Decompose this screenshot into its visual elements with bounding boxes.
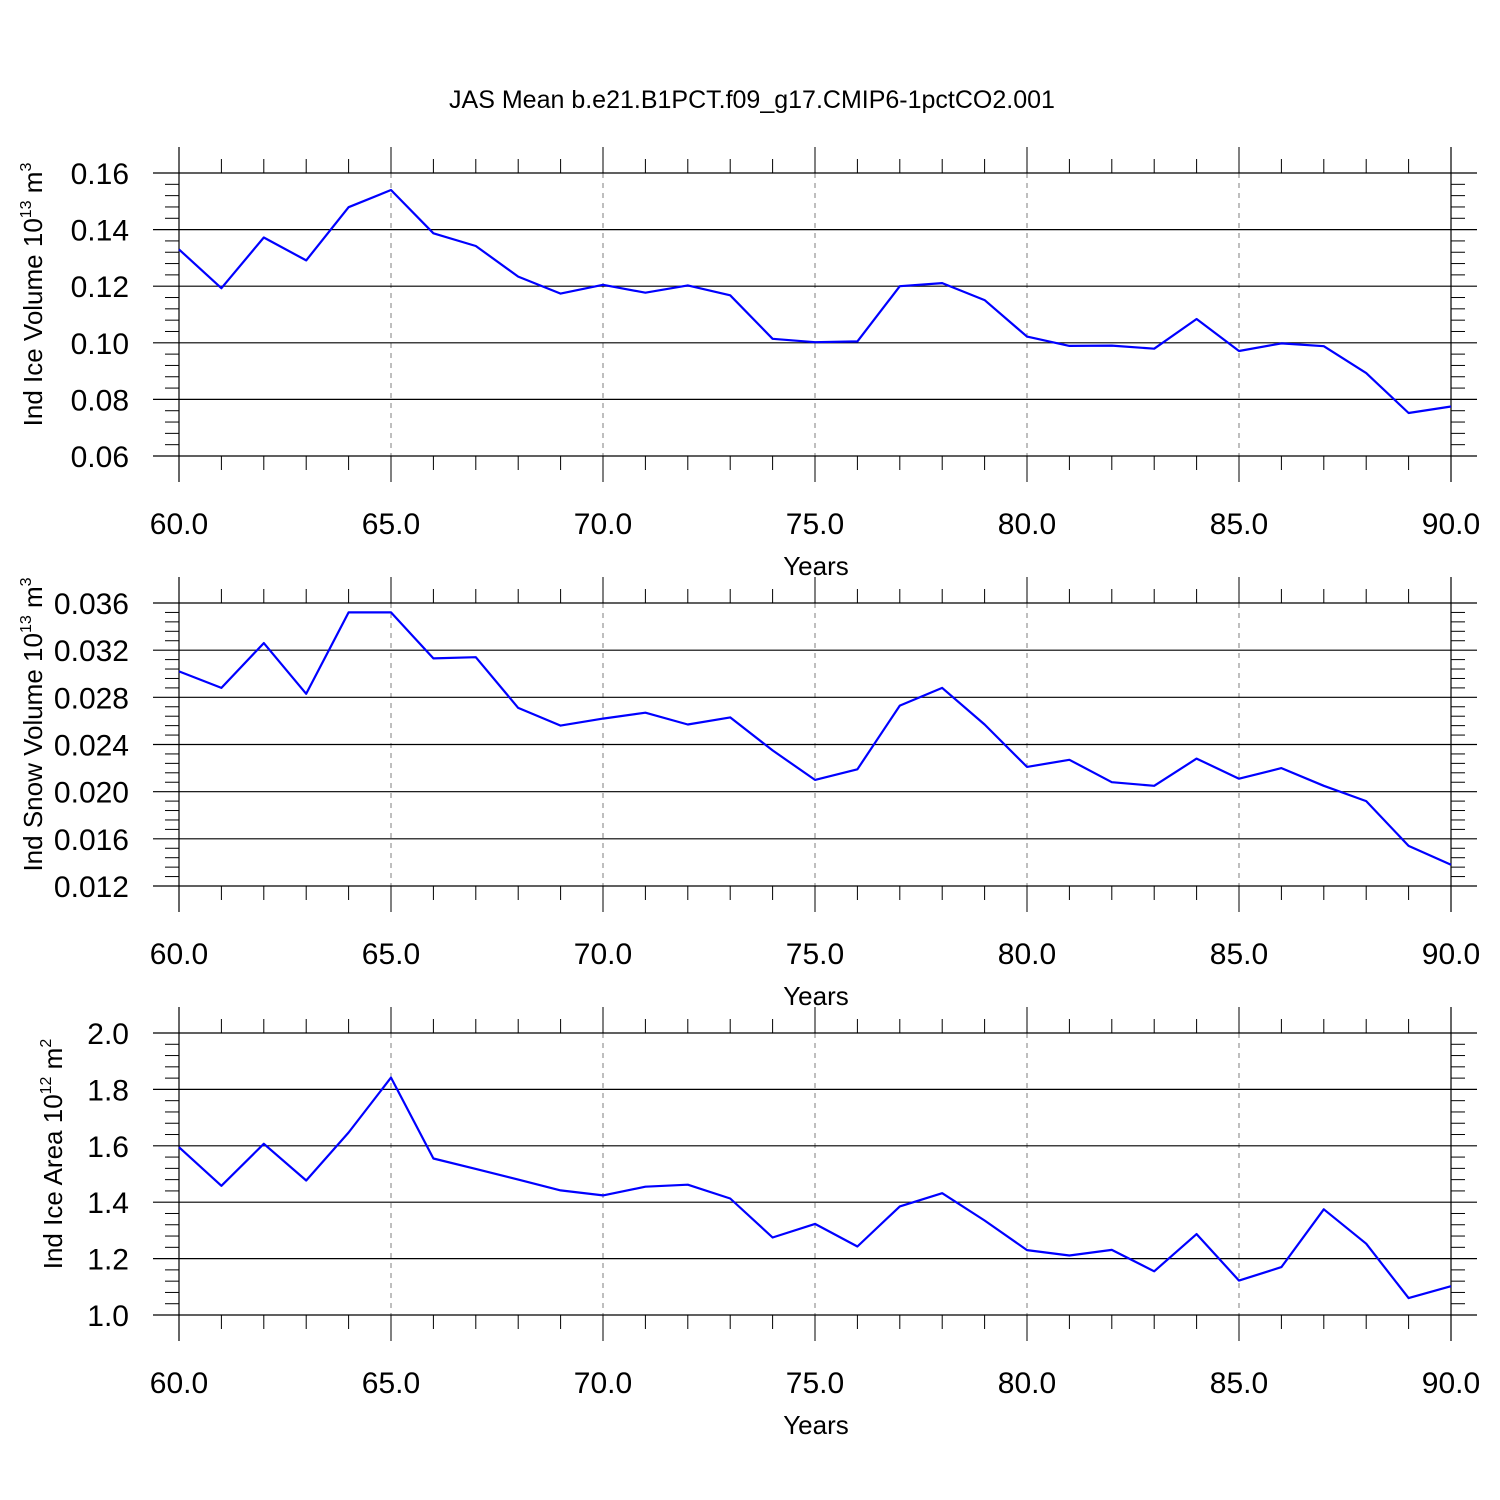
x-tick-label: 90.0: [1422, 938, 1480, 971]
x-tick-label: 85.0: [1210, 508, 1268, 541]
x-tick-label: 60.0: [150, 938, 208, 971]
x-tick-label: 90.0: [1422, 1367, 1480, 1400]
y-tick-label: 0.028: [54, 682, 129, 715]
y-tick-label: 0.16: [71, 158, 129, 191]
y-tick-label: 0.012: [54, 871, 129, 904]
x-tick-label: 80.0: [998, 508, 1056, 541]
y-axis-label: Ind Snow Volume 1013 m3: [18, 577, 48, 871]
y-tick-label: 1.6: [87, 1131, 129, 1164]
y-tick-label: 0.08: [71, 384, 129, 417]
x-tick-label: 80.0: [998, 938, 1056, 971]
x-tick-label: 90.0: [1422, 508, 1480, 541]
y-tick-label: 0.032: [54, 635, 129, 668]
x-tick-label: 70.0: [574, 938, 632, 971]
x-axis-label: Years: [783, 551, 849, 581]
y-axis-label: Ind Ice Area 1012 m2: [38, 1039, 68, 1270]
chart-panel-2: 0.012 0.016 0.020 0.024 0.028 0.032 0.036 60.0 6…: [18, 577, 1480, 1011]
y-axis-label: Ind Ice Volume 1013 m3: [18, 163, 48, 427]
x-tick-label: 60.0: [150, 1367, 208, 1400]
y-tick-label: 0.020: [54, 777, 129, 810]
x-tick-label: 80.0: [998, 1367, 1056, 1400]
y-tick-label: 1.0: [87, 1300, 129, 1333]
figure-title: JAS Mean b.e21.B1PCT.f09_g17.CMIP6-1pctC…: [449, 86, 1055, 114]
y-axis-label-superscript: 3: [18, 577, 35, 586]
y-axis-label-superscript: 3: [18, 163, 35, 172]
y-tick-label: 2.0: [87, 1018, 129, 1051]
y-tick-label: 0.14: [71, 215, 129, 248]
x-tick-label: 75.0: [786, 508, 844, 541]
y-axis-label-superscript: 13: [18, 615, 35, 633]
y-tick-label: 1.4: [87, 1187, 129, 1220]
y-axis-label-part: m: [18, 172, 48, 201]
chart-panel-3: 1.0 1.2 1.4 1.6 1.8 2.0 60.0 65.0 70.0 75.0 80.0 85…: [38, 1007, 1480, 1440]
y-axis-label-superscript: 13: [18, 200, 35, 218]
x-tick-label: 85.0: [1210, 938, 1268, 971]
y-axis-label-part: Ind Snow Volume 10: [18, 633, 48, 872]
y-tick-label: 0.12: [71, 271, 129, 304]
x-tick-label: 70.0: [574, 508, 632, 541]
y-tick-label: 0.10: [71, 328, 129, 361]
x-tick-label: 75.0: [786, 1367, 844, 1400]
x-tick-label: 65.0: [362, 938, 420, 971]
x-tick-label: 70.0: [574, 1367, 632, 1400]
y-tick-label: 0.024: [54, 730, 129, 763]
y-tick-label: 0.036: [54, 588, 129, 621]
y-axis-label-superscript: 2: [38, 1039, 55, 1048]
y-tick-label: 1.2: [87, 1244, 129, 1277]
x-tick-label: 85.0: [1210, 1367, 1268, 1400]
y-axis-label-part: Ind Ice Volume 10: [18, 218, 48, 426]
chart-panel-1: 0.06 0.08 0.10 0.12 0.14 0.16 60.0 65.0 70.0 75.0…: [18, 147, 1480, 581]
y-axis-label-part: Ind Ice Area 10: [38, 1094, 68, 1269]
y-axis-label-part: m: [18, 586, 48, 615]
x-tick-label: 60.0: [150, 508, 208, 541]
y-axis-label-superscript: 12: [38, 1076, 55, 1094]
y-tick-label: 0.06: [71, 441, 129, 474]
y-axis-label-part: m: [38, 1048, 68, 1077]
x-tick-label: 75.0: [786, 938, 844, 971]
x-tick-label: 65.0: [362, 508, 420, 541]
y-tick-label: 0.016: [54, 824, 129, 857]
x-tick-label: 65.0: [362, 1367, 420, 1400]
y-tick-label: 1.8: [87, 1074, 129, 1107]
x-axis-label: Years: [783, 1410, 849, 1440]
x-axis-label: Years: [783, 981, 849, 1011]
